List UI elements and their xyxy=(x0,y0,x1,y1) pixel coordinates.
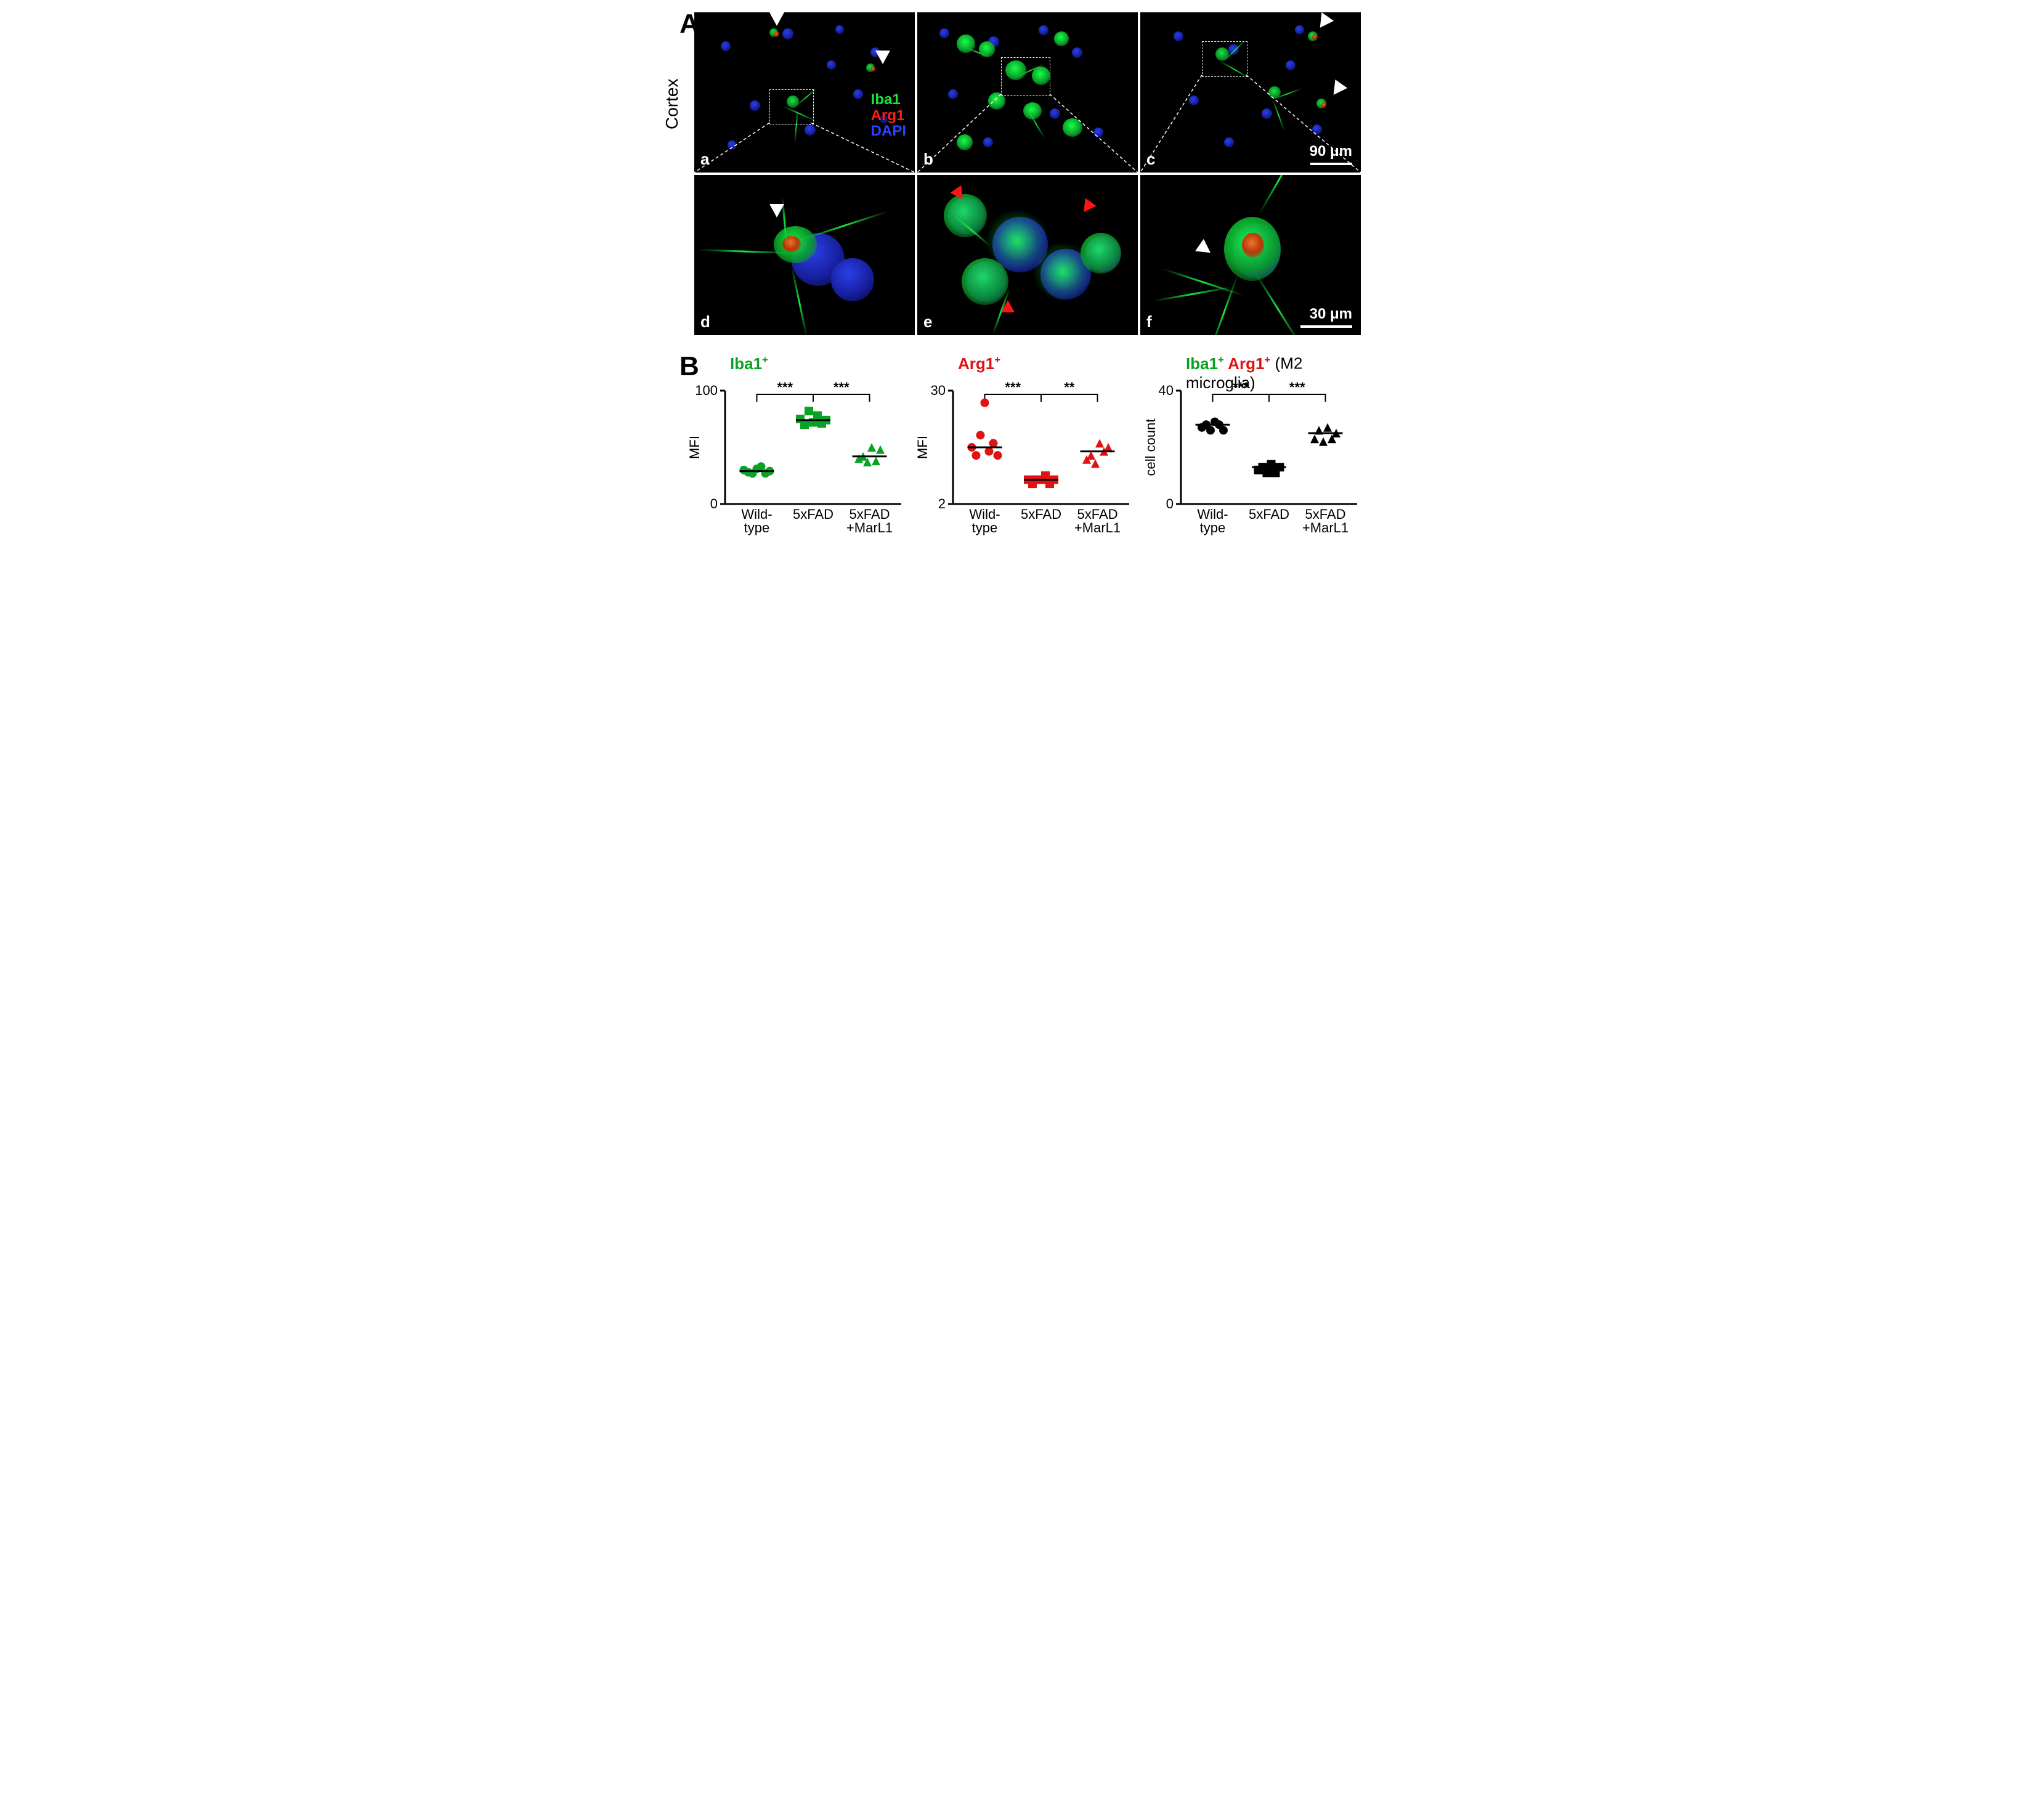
scale-text: 30 μm xyxy=(1310,306,1352,323)
svg-text:2: 2 xyxy=(938,496,946,511)
svg-text:type: type xyxy=(1200,520,1226,535)
svg-text:+MarL1: +MarL1 xyxy=(1302,520,1348,535)
arrowhead-icon xyxy=(1195,239,1215,259)
svg-text:MFI: MFI xyxy=(687,436,702,459)
legend-iba: Iba1 xyxy=(871,92,906,107)
plot-arg1: Arg1+ 2 30 MFI *** ** Wild-type5xFAD5xFA… xyxy=(915,356,1133,547)
svg-text:MFI: MFI xyxy=(915,436,930,459)
micrograph-c: 5xFAD + MarL1 xyxy=(1140,12,1361,173)
sub-label: f xyxy=(1146,312,1152,331)
svg-text:5xFAD: 5xFAD xyxy=(1249,506,1289,522)
svg-text:***: *** xyxy=(1289,380,1305,395)
scale-bar-icon xyxy=(1310,163,1352,165)
scale-bar-icon xyxy=(1300,325,1352,328)
plot-svg: 0 100 MFI *** *** Wild-type5xFAD5xFAD+Ma… xyxy=(687,356,909,547)
plot-svg: 0 40 cell count *** *** Wild-type5xFAD5x… xyxy=(1143,356,1365,547)
legend-dapi: DAPI xyxy=(871,123,906,139)
svg-text:40: 40 xyxy=(1159,383,1174,398)
micrograph-d: d xyxy=(694,175,915,335)
micrograph-grid: Wildtype xyxy=(694,12,1361,335)
svg-text:***: *** xyxy=(833,380,850,395)
svg-text:0: 0 xyxy=(710,496,718,511)
svg-text:***: *** xyxy=(1005,380,1021,395)
arrowhead-icon xyxy=(769,204,784,218)
sub-label: d xyxy=(700,312,710,331)
roi-box xyxy=(769,89,814,124)
svg-text:cell count: cell count xyxy=(1143,419,1158,476)
svg-text:5xFAD: 5xFAD xyxy=(793,506,833,522)
svg-text:100: 100 xyxy=(695,383,718,398)
channel-legend: Iba1 Arg1 DAPI xyxy=(871,92,906,139)
svg-text:type: type xyxy=(972,520,998,535)
roi-box xyxy=(1202,41,1247,77)
arrowhead-icon xyxy=(769,12,784,26)
svg-text:***: *** xyxy=(1233,380,1249,395)
cortex-row-label: Cortex xyxy=(662,79,682,129)
plot-svg: 2 30 MFI *** ** Wild-type5xFAD5xFAD+MarL… xyxy=(915,356,1137,547)
panel-b: B Iba1+ 0 100 MFI *** *** Wild-type5xFAD… xyxy=(687,356,1361,547)
svg-text:**: ** xyxy=(1064,380,1075,395)
figure-root: A Cortex Wildtype xyxy=(677,0,1367,559)
svg-text:+MarL1: +MarL1 xyxy=(846,520,893,535)
svg-text:+MarL1: +MarL1 xyxy=(1074,520,1121,535)
sub-label: a xyxy=(700,150,709,169)
sub-label: b xyxy=(923,150,933,169)
arrowhead-icon xyxy=(1328,79,1347,99)
svg-text:type: type xyxy=(744,520,770,535)
svg-text:0: 0 xyxy=(1166,496,1174,511)
arrowhead-icon xyxy=(1314,12,1334,32)
roi-box xyxy=(1001,57,1050,96)
plot-m2: Iba1+ Arg1+ (M2 microglia) 0 40 cell cou… xyxy=(1143,356,1361,547)
arrowhead-icon xyxy=(875,51,890,64)
scale-text: 90 μm xyxy=(1310,143,1352,160)
sub-label: c xyxy=(1146,150,1155,169)
svg-text:***: *** xyxy=(777,380,793,395)
arrowhead-icon xyxy=(1078,198,1096,216)
arrowhead-icon xyxy=(1001,300,1015,312)
plot-iba1: Iba1+ 0 100 MFI *** *** Wild-type5xFAD5x… xyxy=(687,356,905,547)
micrograph-f: 30 μm f xyxy=(1140,175,1361,335)
svg-text:30: 30 xyxy=(931,383,946,398)
micrograph-e: e xyxy=(917,175,1138,335)
sub-label: e xyxy=(923,312,932,331)
svg-text:5xFAD: 5xFAD xyxy=(1021,506,1061,522)
panel-a: A Cortex Wildtype xyxy=(683,12,1361,335)
legend-arg: Arg1 xyxy=(871,108,906,123)
micrograph-b: 5xFAD xyxy=(917,12,1138,173)
micrograph-a: Wildtype xyxy=(694,12,915,173)
